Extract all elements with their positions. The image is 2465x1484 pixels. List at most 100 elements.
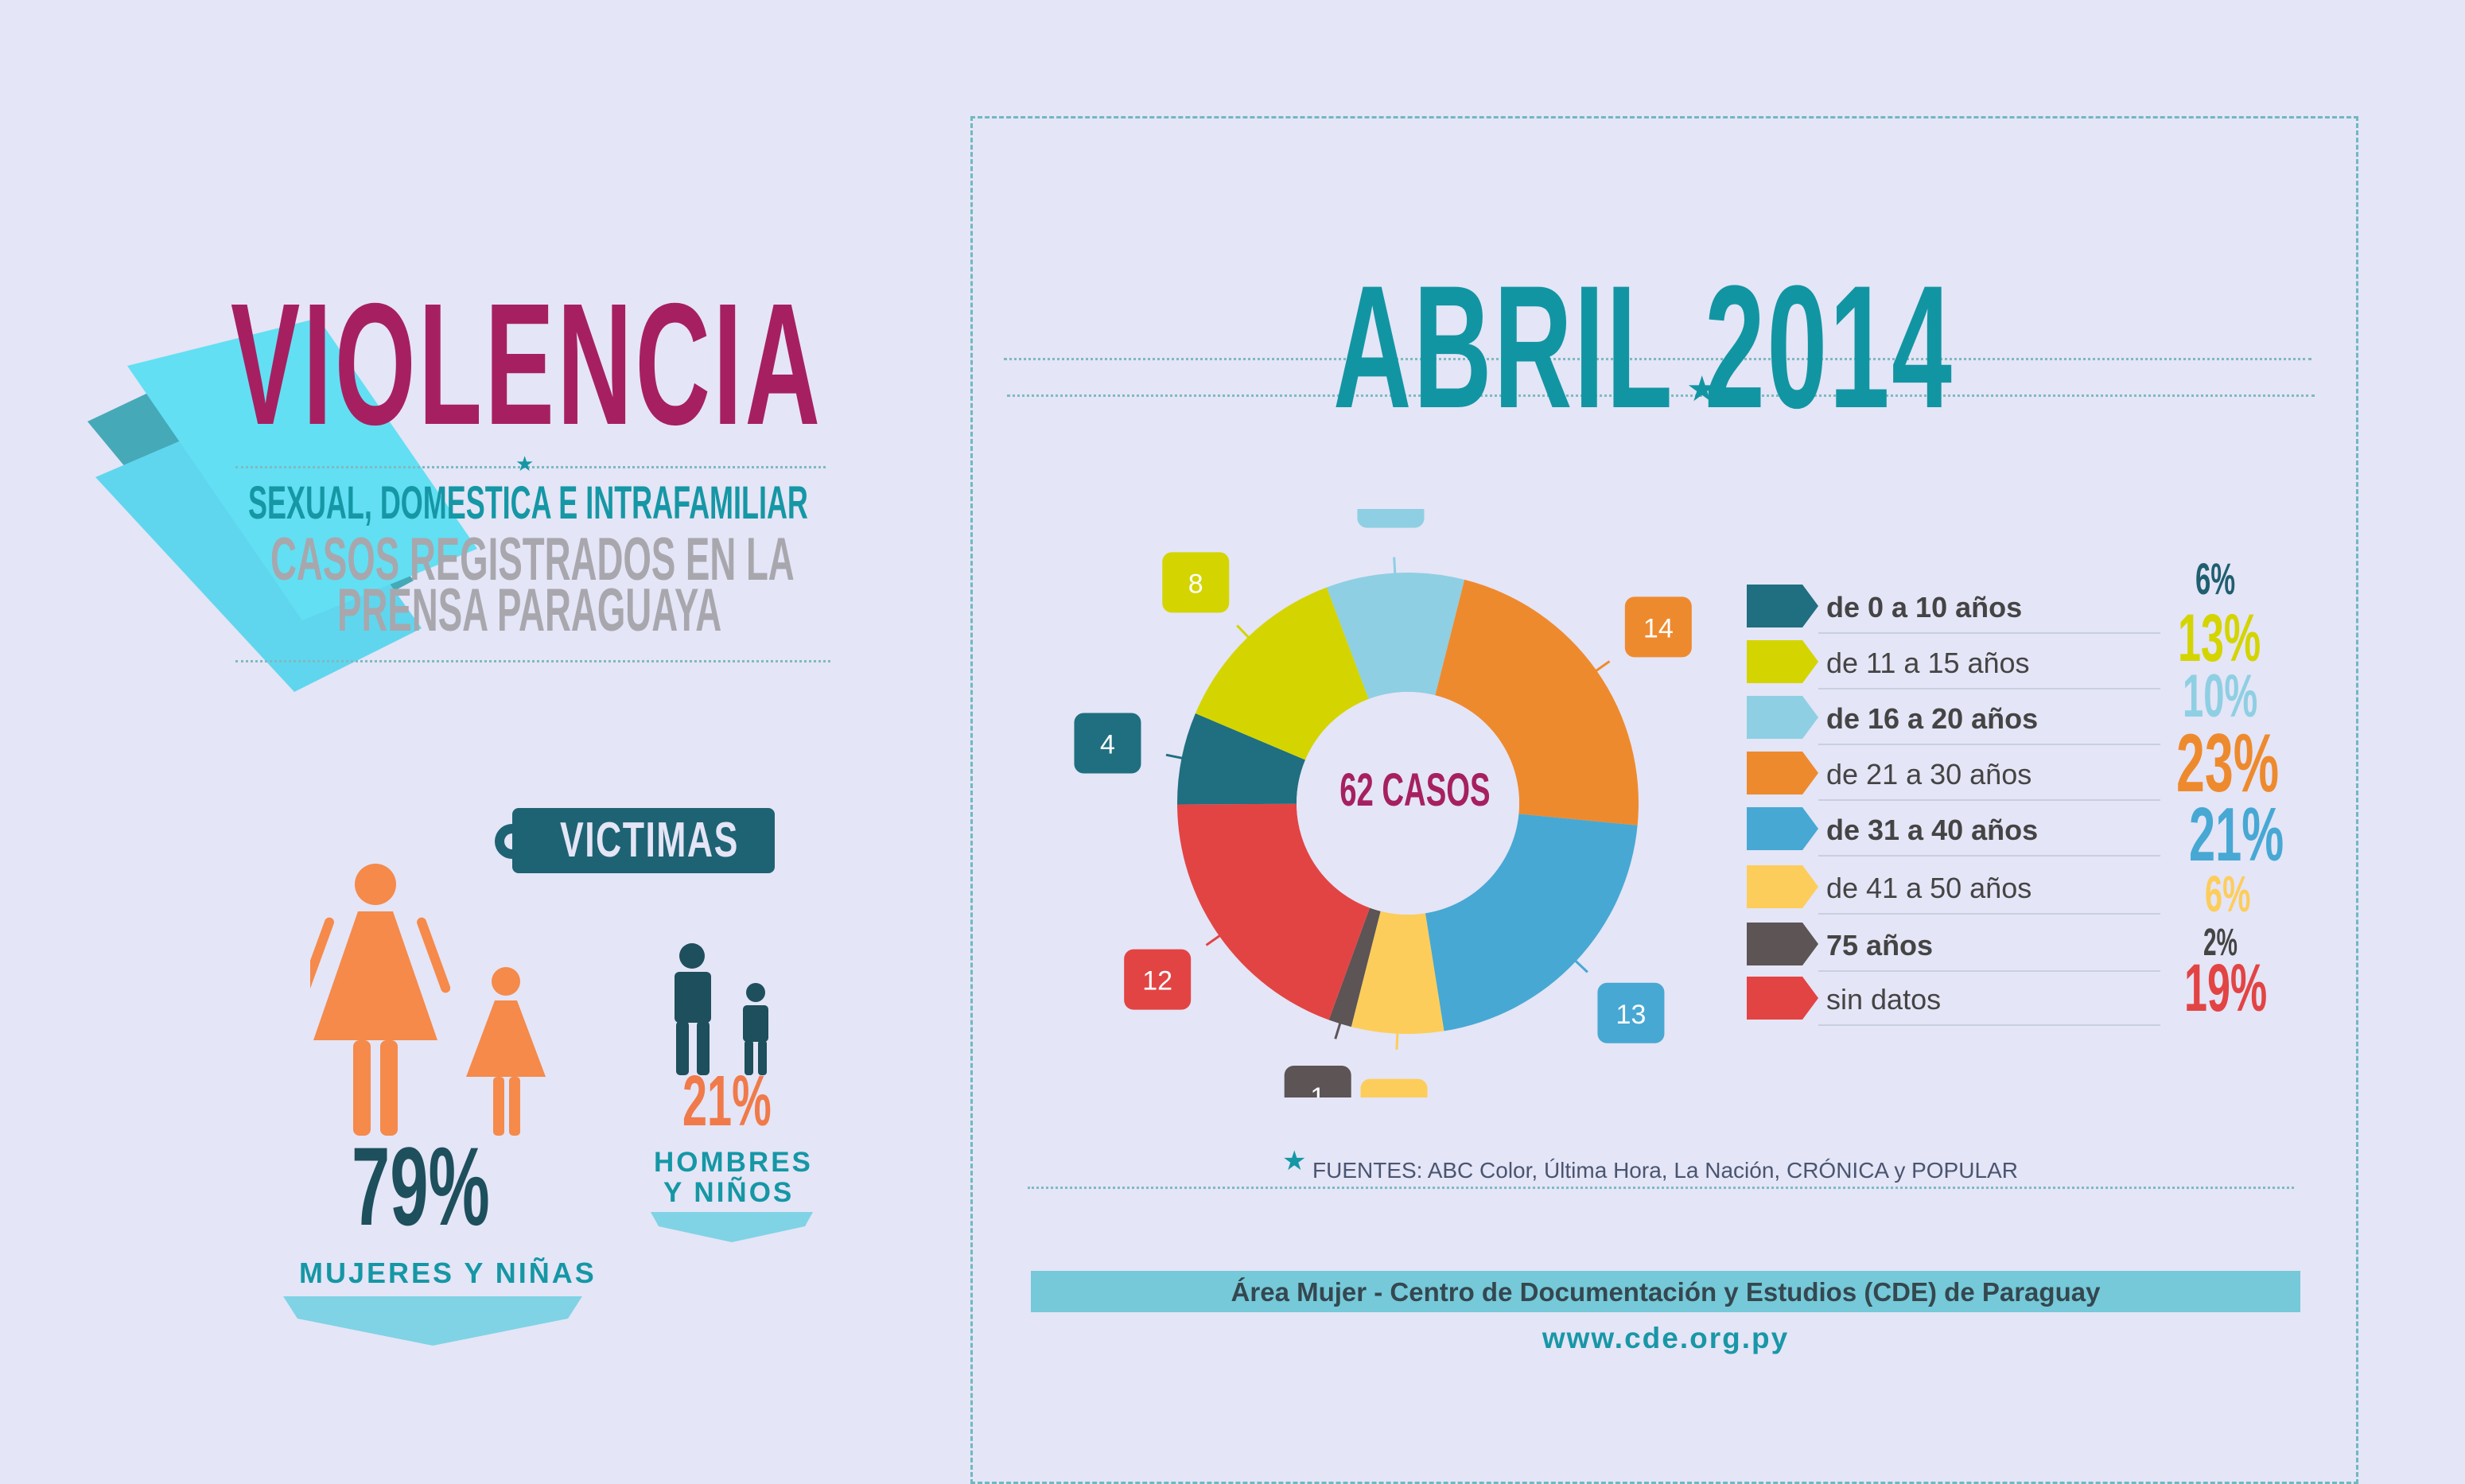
star-icon: ★ — [1686, 370, 1718, 409]
callout-box — [1124, 949, 1192, 1010]
legend-swatch — [1747, 752, 1818, 794]
age-donut-chart: 6 14 13 4 1 12 4 8 — [1074, 509, 1692, 1097]
legend-label: de 0 a 10 años — [1826, 591, 2023, 624]
legend-item: de 41 a 50 años — [1747, 865, 2160, 915]
sources-divider — [1028, 1187, 2294, 1189]
subtitle-cases: CASOS REGISTRADOS EN LA — [270, 526, 795, 593]
slice-value-label: 4 — [1386, 1096, 1402, 1097]
sources-text: FUENTES: ABC Color, Última Hora, La Naci… — [1312, 1158, 2018, 1183]
slice-75-anos — [1328, 907, 1381, 1028]
slice-de-31-a-40-anos — [1425, 814, 1638, 1031]
men-label-line1: HOMBRES — [654, 1147, 813, 1178]
callout-box — [1360, 1078, 1428, 1097]
callout-box — [1624, 596, 1692, 658]
legend-underline — [1818, 688, 2160, 690]
legend-item: de 21 a 30 años — [1747, 752, 2160, 801]
callout-box — [1074, 713, 1141, 774]
legend-label: de 11 a 15 años — [1826, 647, 2030, 679]
month-title: ABRIL 2014 — [1333, 249, 1954, 445]
website-link[interactable]: www.cde.org.py — [1542, 1322, 1790, 1354]
org-banner: Área Mujer - Centro de Documentación y E… — [1031, 1271, 2300, 1312]
callout-box — [1162, 552, 1230, 613]
slice-value-label: 8 — [1188, 569, 1203, 599]
legend-underline — [1818, 632, 2160, 634]
star-icon: ★ — [1282, 1146, 1307, 1176]
slice-value-label: 13 — [1616, 1000, 1647, 1030]
legend-label: 75 años — [1826, 929, 1934, 961]
men-label-line2: Y NIÑOS — [663, 1177, 795, 1208]
legend-label: de 16 a 20 años — [1826, 702, 2039, 735]
legend-percentage: 19% — [2184, 950, 2268, 1025]
men-figures-icon — [675, 943, 768, 1075]
legend-percentage: 13% — [2178, 600, 2261, 675]
star-icon: ★ — [515, 452, 535, 476]
legend-item: de 11 a 15 años — [1747, 640, 2160, 690]
legend-underline — [1818, 913, 2160, 915]
month-divider-top — [1004, 358, 2311, 360]
legend-label: sin datos — [1826, 983, 1942, 1016]
legend-percentage: 6% — [2205, 865, 2251, 923]
org-name: Área Mujer - Centro de Documentación y E… — [1231, 1277, 2101, 1307]
paper-decoration — [87, 318, 477, 692]
callout-box — [1284, 1065, 1351, 1097]
subtitle-violence-types: SEXUAL, DOMESTICA E INTRAFAMILIAR — [248, 477, 808, 529]
subtitle-press: PRENSA PARAGUAYA — [337, 577, 722, 644]
callout-box — [1357, 509, 1425, 528]
legend-swatch — [1747, 696, 1818, 739]
women-label: MUJERES Y NIÑAS — [299, 1257, 597, 1289]
legend-swatch — [1747, 640, 1818, 683]
legend-item: 75 años — [1747, 923, 2160, 972]
legend-swatch — [1747, 923, 1818, 965]
victims-tag-label: VICTIMAS — [560, 813, 739, 868]
legend-swatch — [1747, 585, 1818, 627]
subtitle-divider — [235, 660, 830, 662]
women-figures-icon — [310, 864, 546, 1136]
men-ribbon — [651, 1212, 813, 1242]
legend-percentage: 6% — [2195, 554, 2236, 604]
slice-value-label: 6 — [1383, 509, 1398, 515]
legend-item: sin datos — [1747, 977, 2160, 1026]
title-divider — [235, 466, 826, 468]
callout-box — [1597, 982, 1665, 1043]
legend-swatch — [1747, 977, 1818, 1020]
callout-leader — [1573, 958, 1588, 973]
legend-swatch — [1747, 865, 1818, 908]
legend-percentage: 10% — [2183, 662, 2258, 730]
callout-leader — [1393, 557, 1397, 577]
callout-leader — [1165, 753, 1185, 760]
slice-value-label: 12 — [1142, 966, 1172, 996]
legend-item: de 31 a 40 años — [1747, 807, 2160, 857]
slice-de-11-a-15-anos — [1195, 587, 1369, 760]
legend-item: de 16 a 20 años — [1747, 696, 2160, 745]
men-percentage: 21% — [682, 1062, 772, 1141]
legend-underline — [1818, 970, 2160, 972]
callout-leader — [1205, 933, 1223, 946]
callout-leader — [1236, 624, 1251, 640]
slice-de-0-a-10-anos — [1177, 713, 1306, 805]
callout-leader — [1334, 1020, 1343, 1039]
slice-de-41-a-50-anos — [1351, 911, 1444, 1034]
legend-label: de 41 a 50 años — [1826, 872, 2032, 904]
legend-underline — [1818, 855, 2160, 857]
legend-underline — [1818, 744, 2160, 745]
slice-de-21-a-30-anos — [1435, 579, 1639, 826]
donut-hole — [1297, 692, 1519, 915]
slice-de-16-a-20-anos — [1326, 573, 1465, 699]
women-ribbon — [283, 1296, 582, 1346]
women-percentage: 79% — [352, 1124, 490, 1249]
legend-swatch — [1747, 807, 1818, 850]
slice-value-label: 4 — [1100, 730, 1115, 760]
callout-leader — [1395, 1030, 1399, 1050]
callout-leader — [1593, 660, 1611, 674]
legend-item: de 0 a 10 años — [1747, 585, 2160, 634]
legend-label: de 31 a 40 años — [1826, 814, 2039, 846]
legend-percentage: 21% — [2189, 792, 2284, 877]
legend-percentage: 2% — [2203, 922, 2238, 964]
slice-value-label: 1 — [1310, 1082, 1325, 1097]
legend-percentage: 23% — [2176, 717, 2280, 810]
legend-label: de 21 a 30 años — [1826, 758, 2032, 791]
legend-underline — [1818, 799, 2160, 801]
victims-tag — [512, 808, 775, 873]
legend-underline — [1818, 1024, 2160, 1026]
total-cases-label: 62 CASOS — [1339, 764, 1491, 816]
